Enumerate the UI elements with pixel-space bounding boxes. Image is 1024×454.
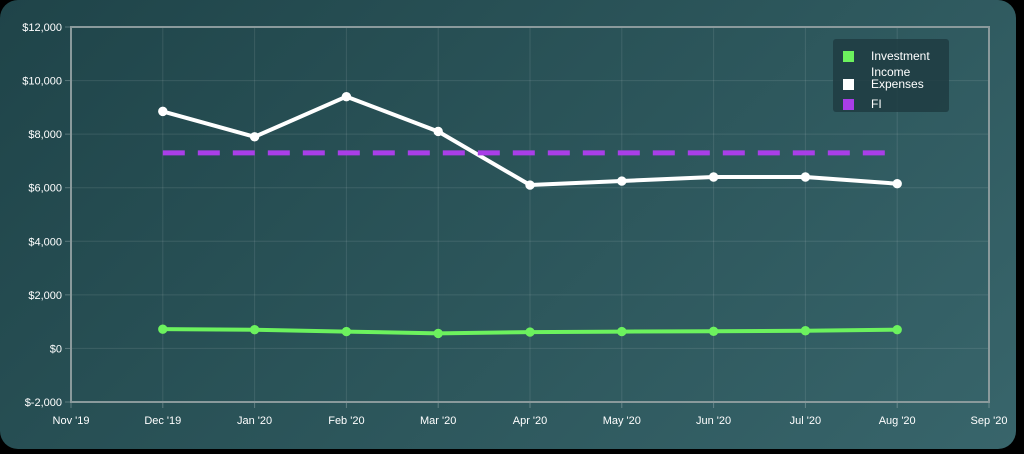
data-point-investment-income (892, 324, 902, 335)
data-point-expenses (800, 172, 811, 182)
legend-label-fi: FI (871, 97, 882, 111)
x-tick-label: Jan '20 (237, 415, 272, 427)
x-tick-label: Nov '19 (53, 415, 90, 427)
data-point-investment-income (800, 326, 811, 336)
x-tick-label: Apr '20 (513, 415, 548, 427)
legend-label-investment-income: Investment (871, 49, 930, 63)
y-tick-label: $0 (50, 343, 62, 355)
legend-box (833, 39, 949, 112)
data-point-expenses (249, 132, 260, 142)
y-tick-label: $-2,000 (25, 397, 62, 409)
axes: $12,000 $10,000 $8,000 $6,000 $4,000 $2,000 $0… (22, 22, 1007, 427)
data-point-expenses (341, 91, 352, 102)
data-point-expenses (708, 172, 719, 182)
legend-swatch-fi (843, 99, 854, 110)
x-tick-label: Jun '20 (696, 415, 731, 427)
y-tick-label: $8,000 (28, 129, 62, 141)
data-point-investment-income (249, 324, 260, 335)
y-tick-label: $6,000 (28, 183, 62, 195)
data-point-investment-income (617, 326, 627, 337)
data-point-expenses (892, 178, 902, 189)
data-point-investment-income (433, 328, 443, 339)
x-tick-label: Mar '20 (420, 415, 456, 427)
data-point-investment-income (341, 326, 352, 337)
legend-swatch-expenses (843, 79, 854, 90)
x-tick-label: Feb '20 (328, 415, 364, 427)
y-tick-label: $10,000 (22, 76, 62, 88)
legend-swatch-investment-income (843, 51, 854, 62)
legend-label-investment-income: Income (871, 65, 911, 79)
data-point-investment-income (158, 324, 168, 334)
series (158, 91, 902, 339)
y-tick-label: $2,000 (28, 290, 62, 302)
data-point-investment-income (525, 327, 535, 337)
legend-label-expenses: Expenses (871, 77, 924, 91)
x-tick-label: Jul '20 (790, 415, 821, 427)
data-point-investment-income (708, 326, 719, 336)
y-tick-label: $12,000 (22, 22, 62, 34)
x-tick-label: Aug '20 (879, 415, 916, 427)
data-point-expenses (433, 126, 443, 137)
data-point-expenses (525, 180, 535, 190)
x-tick-label: Dec '19 (144, 415, 181, 427)
x-tick-label: Sep '20 (971, 415, 1008, 427)
data-point-expenses (158, 106, 168, 117)
data-point-expenses (617, 176, 627, 186)
x-tick-label: May '20 (603, 415, 641, 427)
y-tick-label: $4,000 (28, 236, 62, 248)
plot-border (70, 26, 990, 403)
